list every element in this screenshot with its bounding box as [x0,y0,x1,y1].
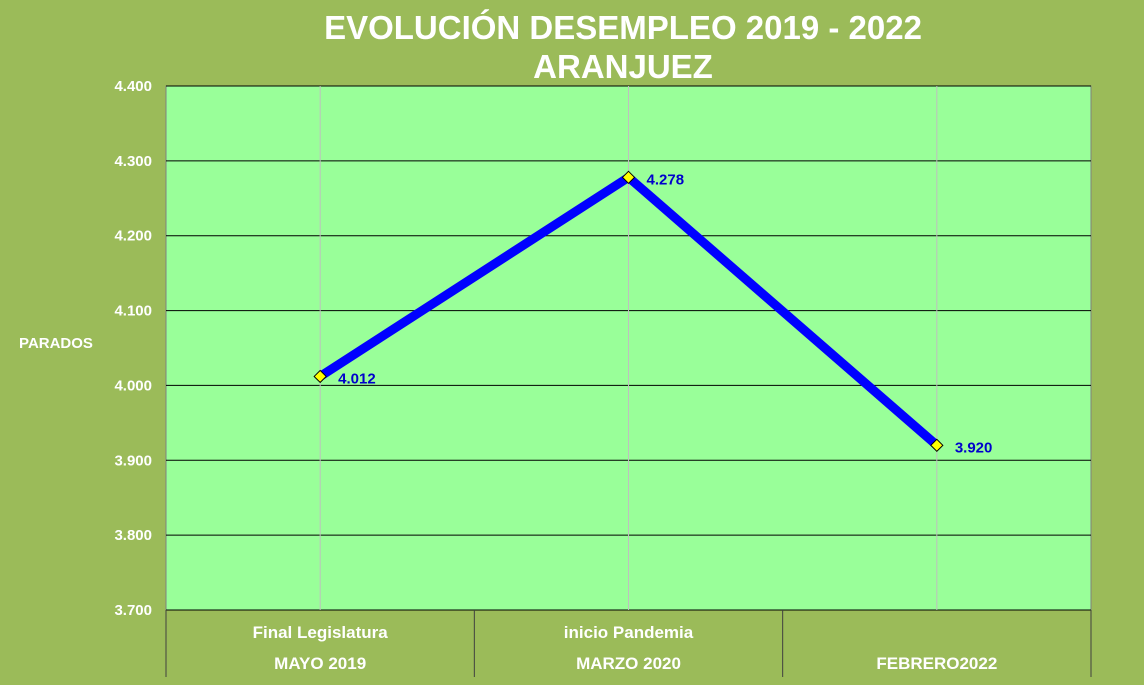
chart-title-line-1: EVOLUCIÓN DESEMPLEO 2019 - 2022 [324,9,922,46]
category-label-line2: MAYO 2019 [274,654,366,673]
y-tick-label: 4.000 [114,377,152,394]
data-value-label: 4.278 [647,171,685,188]
data-value-label: 3.920 [955,439,993,456]
y-tick-label: 4.200 [114,228,152,245]
y-tick-label: 3.700 [114,602,152,619]
x-axis-categories: Final Legislatura MAYO 2019 inicio Pandemi… [165,610,1092,677]
category-label-line2: FEBRERO2022 [876,654,997,673]
chart-title-line-2: ARANJUEZ [533,48,713,85]
data-point-marker [621,170,636,185]
data-value-label: 4.012 [338,370,376,387]
y-axis-label: PARADOS [19,335,93,352]
y-axis-ticks: 3.700 3.800 3.900 4.000 4.100 4.200 4.300 4.400 [114,78,152,619]
y-tick-label: 4.400 [114,78,152,95]
data-point-marker [313,369,327,384]
y-tick-label: 3.800 [114,527,152,544]
category-label-line1: Final Legislatura [253,623,389,642]
y-tick-label: 3.900 [114,452,152,469]
y-tick-label: 4.100 [114,303,152,320]
category-label-line2: MARZO 2020 [576,654,681,673]
category-label-line1: inicio Pandemia [564,623,694,642]
data-point-marker [930,438,944,453]
series-line: 4.012 4.278 3.920 [313,170,993,456]
y-tick-label: 4.300 [114,153,152,170]
